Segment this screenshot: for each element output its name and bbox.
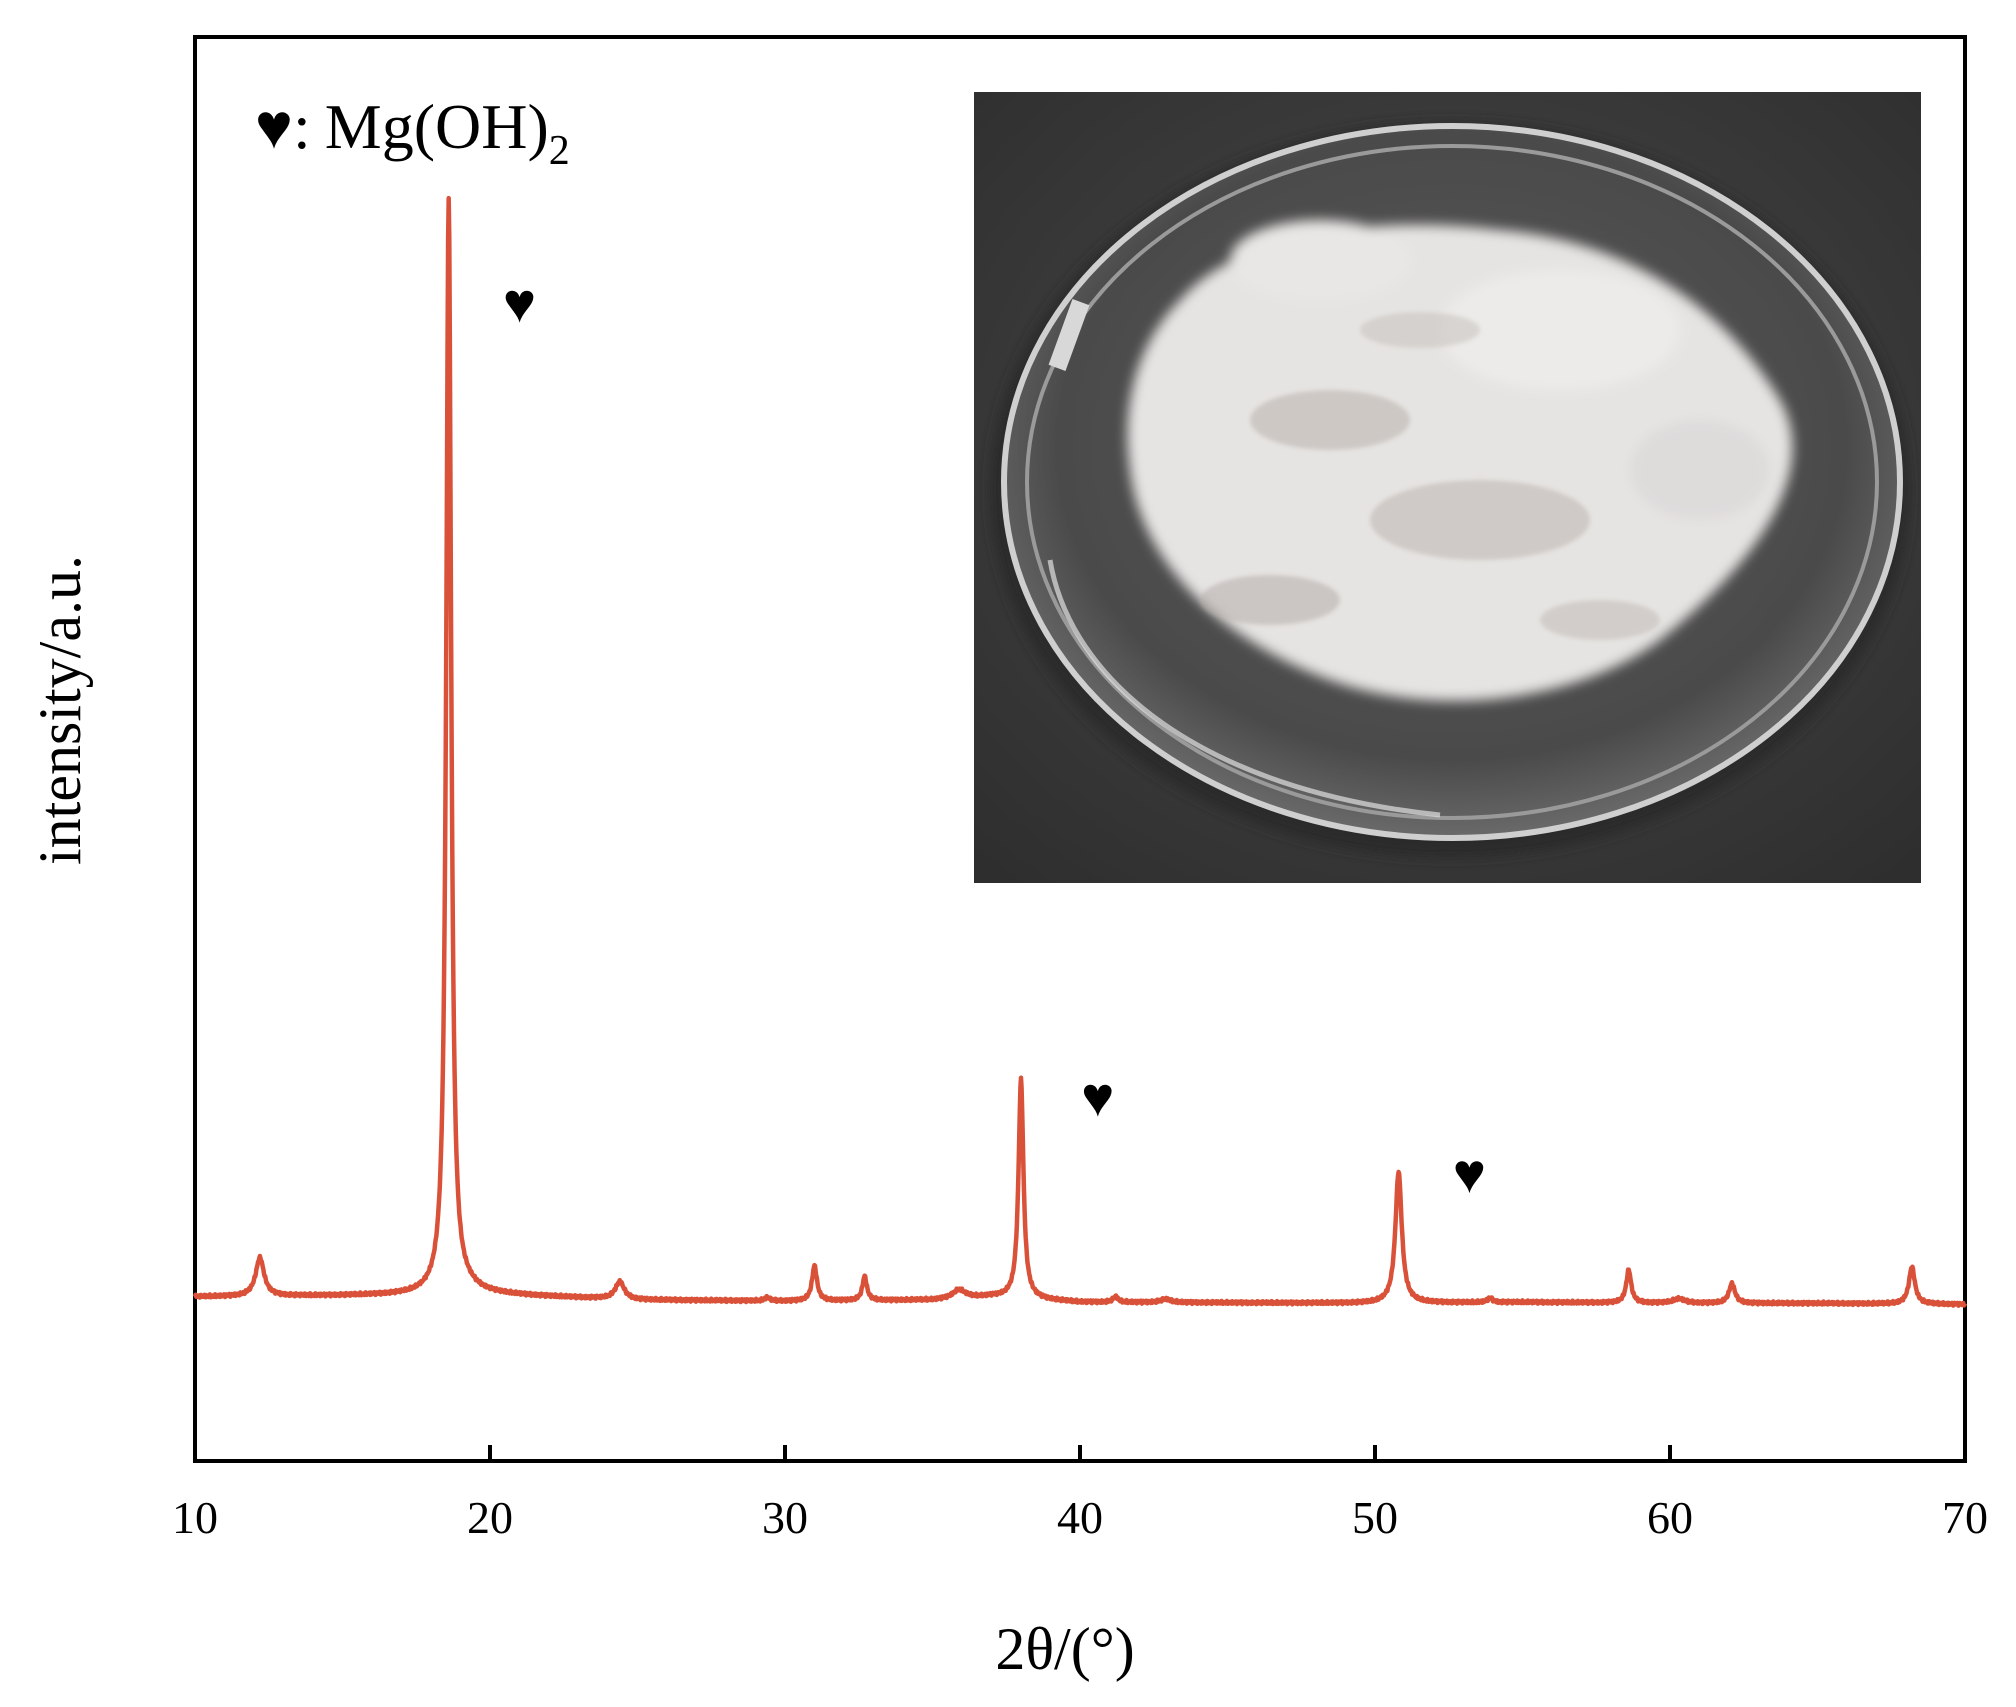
legend-label: ♥: Mg(OH)2 [255,91,570,174]
peak-markers: ♥ ♥ ♥ [503,273,1486,1206]
peak-heart-icon: ♥ [1453,1144,1486,1206]
x-tick-label: 20 [467,1492,513,1543]
xrd-pattern-line [192,195,1968,1308]
x-tick-label: 70 [1942,1492,1988,1543]
y-axis-title: intensity/a.u. [27,555,93,865]
petri-dish-inner-rim [1025,144,1879,820]
x-axis-title: 2θ/(°) [995,1616,1134,1682]
x-axis-tick-labels: 10 20 30 40 50 60 70 [172,1492,1988,1543]
x-tick-label: 40 [1057,1492,1103,1543]
legend-subscript: 2 [549,128,570,174]
x-tick-label: 50 [1352,1492,1398,1543]
x-tick-label: 10 [172,1492,218,1543]
peak-heart-icon: ♥ [503,273,536,335]
legend-heart-icon: ♥ [255,91,293,162]
dish-reflection [1047,559,1441,818]
legend-separator: : [293,91,311,162]
legend-formula: Mg(OH) [325,91,549,162]
powder-shading [1200,312,1660,640]
peak-heart-icon: ♥ [1081,1067,1114,1129]
x-axis-ticks [488,1445,1672,1461]
dish-label-strip [1048,299,1090,371]
x-tick-label: 30 [762,1492,808,1543]
x-tick-label: 60 [1647,1492,1693,1543]
inset-photo [974,92,1921,883]
